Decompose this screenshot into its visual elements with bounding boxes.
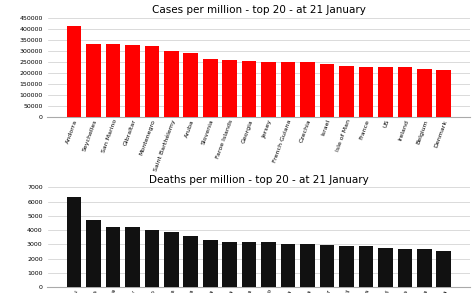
Bar — [66, 197, 81, 287]
Bar — [320, 245, 334, 287]
Bar — [359, 246, 373, 287]
Bar — [203, 240, 218, 287]
Bar — [378, 248, 393, 287]
Bar — [86, 44, 101, 117]
Bar — [105, 44, 120, 117]
Bar — [105, 227, 120, 287]
Bar — [183, 53, 198, 117]
Bar — [66, 26, 81, 117]
Bar — [281, 244, 295, 287]
Bar — [203, 59, 218, 117]
Bar — [222, 241, 237, 287]
Bar — [359, 67, 373, 117]
Bar — [261, 242, 276, 287]
Bar — [320, 64, 334, 117]
Bar — [164, 231, 179, 287]
Bar — [125, 45, 140, 117]
Bar — [300, 62, 315, 117]
Bar — [144, 230, 159, 287]
Bar — [417, 69, 432, 117]
Bar — [144, 46, 159, 117]
Bar — [125, 227, 140, 287]
Bar — [339, 246, 354, 287]
Bar — [398, 67, 412, 117]
Bar — [242, 241, 256, 287]
Bar — [242, 61, 256, 117]
Bar — [378, 67, 393, 117]
Bar — [339, 66, 354, 117]
Bar — [86, 220, 101, 287]
Bar — [261, 62, 276, 117]
Bar — [437, 70, 451, 117]
Bar — [183, 236, 198, 287]
Bar — [222, 60, 237, 117]
Title: Deaths per million - top 20 - at 21 January: Deaths per million - top 20 - at 21 Janu… — [149, 175, 369, 185]
Bar — [164, 51, 179, 117]
Bar — [300, 244, 315, 287]
Bar — [281, 62, 295, 117]
Bar — [437, 251, 451, 287]
Bar — [417, 249, 432, 287]
Bar — [398, 249, 412, 287]
Title: Cases per million - top 20 - at 21 January: Cases per million - top 20 - at 21 Janua… — [152, 5, 366, 16]
